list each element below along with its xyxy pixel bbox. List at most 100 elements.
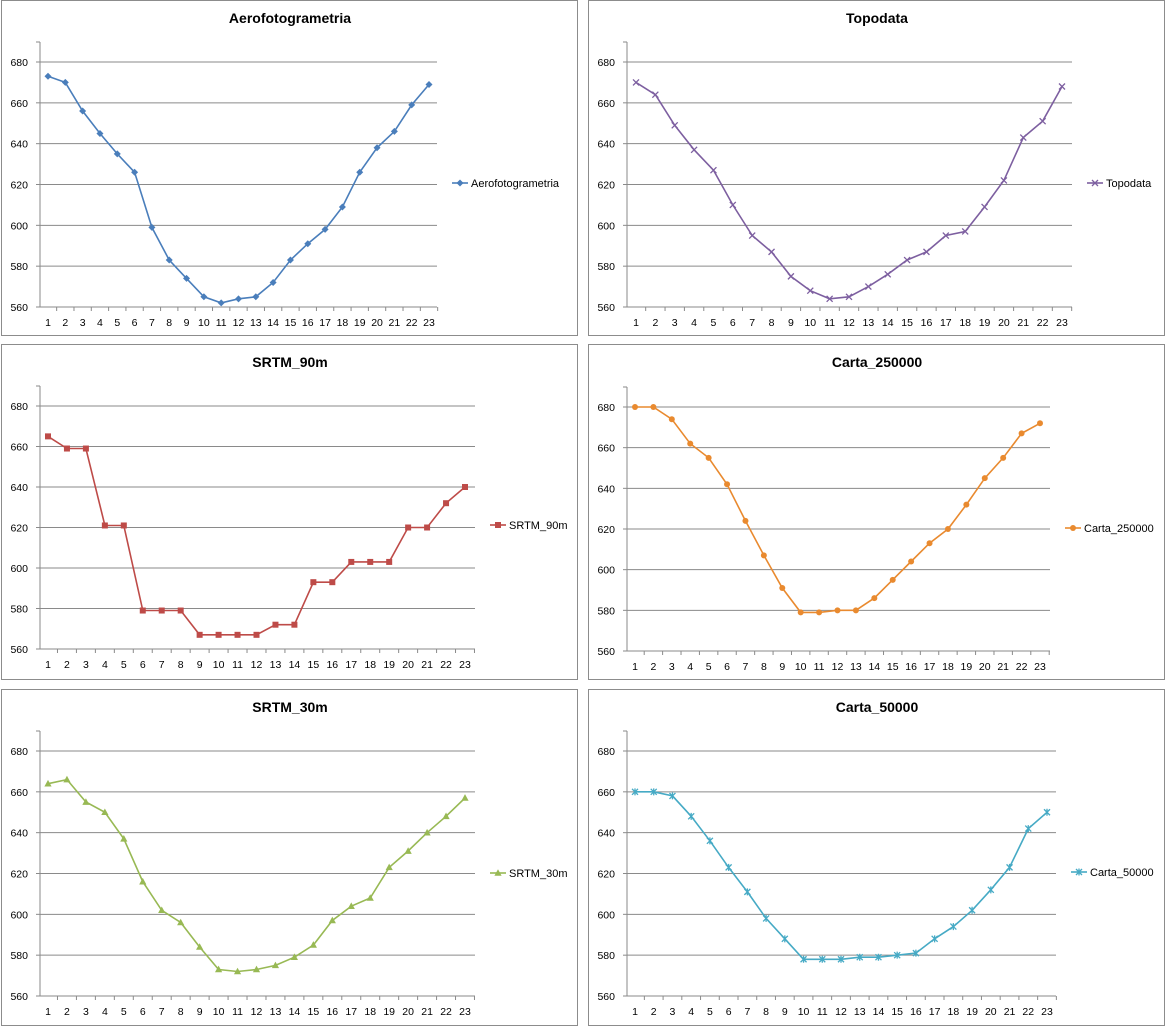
y-tick-label: 600 bbox=[597, 220, 615, 232]
x-tick-label: 21 bbox=[421, 1006, 433, 1018]
series-line bbox=[635, 791, 1048, 961]
data-point bbox=[61, 78, 69, 86]
data-point bbox=[217, 299, 225, 307]
data-point bbox=[158, 906, 166, 914]
x-tick-label: 18 bbox=[959, 317, 971, 329]
x-tick-label: 13 bbox=[270, 659, 282, 671]
x-tick-label: 7 bbox=[159, 1006, 165, 1018]
y-tick-label: 640 bbox=[10, 828, 28, 840]
data-point bbox=[390, 127, 398, 135]
data-point bbox=[1019, 134, 1027, 142]
x-tick-label: 23 bbox=[1056, 317, 1068, 329]
data-point bbox=[304, 240, 312, 248]
x-tick-label: 5 bbox=[706, 661, 712, 673]
y-tick-label: 620 bbox=[10, 523, 28, 535]
data-point bbox=[884, 270, 892, 278]
data-point bbox=[461, 794, 469, 801]
chart-panel-carta-250000: Carta_250000 560 580 600 620 640 660 680 1 2 3 4 5 6 7… bbox=[588, 344, 1165, 680]
data-point bbox=[1024, 825, 1032, 833]
data-point bbox=[800, 955, 808, 963]
data-point bbox=[196, 943, 204, 950]
data-point bbox=[944, 526, 951, 532]
x-tick-label: 11 bbox=[232, 1006, 243, 1018]
x-tick-label: 9 bbox=[197, 1006, 203, 1018]
series-line bbox=[47, 435, 466, 636]
y-tick-label: 560 bbox=[10, 644, 28, 656]
x-tick-label: 1 bbox=[45, 659, 51, 671]
y-tick-label: 620 bbox=[597, 869, 615, 881]
x-tick-label: 15 bbox=[308, 659, 320, 671]
data-point bbox=[889, 576, 896, 583]
data-point bbox=[45, 433, 51, 440]
x-tick-label: 9 bbox=[782, 1006, 788, 1018]
data-point bbox=[818, 955, 826, 963]
x-tick-label: 16 bbox=[905, 661, 917, 673]
data-point bbox=[79, 107, 87, 115]
y-tick-label: 600 bbox=[10, 909, 28, 921]
data-point bbox=[826, 295, 834, 303]
data-point bbox=[1058, 83, 1066, 90]
x-tick-label: 13 bbox=[850, 661, 862, 673]
data-point bbox=[1000, 176, 1008, 184]
x-tick-label: 5 bbox=[114, 317, 120, 329]
data-point bbox=[981, 475, 988, 482]
data-point bbox=[768, 248, 776, 256]
y-tick-label: 560 bbox=[10, 991, 28, 1003]
x-tick-label: 10 bbox=[213, 659, 225, 671]
x-tick-label: 1 bbox=[632, 661, 638, 673]
data-point bbox=[893, 951, 901, 959]
y-tick-label: 680 bbox=[597, 57, 615, 69]
y-tick-label: 580 bbox=[597, 261, 615, 273]
data-point bbox=[987, 886, 995, 894]
x-tick-label: 18 bbox=[337, 317, 349, 329]
data-point bbox=[252, 965, 261, 973]
legend-label: SRTM_30m bbox=[509, 868, 567, 880]
data-point bbox=[671, 121, 679, 129]
data-point bbox=[321, 225, 329, 233]
x-tick-label: 11 bbox=[814, 661, 825, 673]
data-point bbox=[864, 283, 872, 291]
data-point bbox=[856, 953, 864, 961]
x-tick-label: 17 bbox=[929, 1006, 941, 1018]
data-point bbox=[1018, 430, 1025, 437]
data-point bbox=[806, 287, 814, 295]
data-point bbox=[63, 775, 71, 783]
data-point bbox=[787, 272, 795, 280]
x-tick-label: 8 bbox=[166, 317, 172, 329]
y-tick-label: 680 bbox=[597, 402, 615, 414]
x-tick-label: 19 bbox=[354, 317, 366, 329]
x-tick-label: 13 bbox=[863, 317, 875, 329]
x-tick-label: 7 bbox=[743, 661, 749, 673]
data-point bbox=[101, 808, 109, 816]
data-point bbox=[366, 894, 374, 901]
x-tick-label: 18 bbox=[364, 659, 376, 671]
x-tick-label: 20 bbox=[998, 317, 1010, 329]
data-point bbox=[271, 961, 280, 969]
x-tick-label: 21 bbox=[997, 661, 1009, 673]
x-tick-label: 22 bbox=[406, 317, 418, 329]
x-tick-label: 6 bbox=[726, 1006, 732, 1018]
x-tick-label: 18 bbox=[364, 1006, 376, 1018]
x-tick-label: 5 bbox=[121, 659, 127, 671]
x-tick-label: 23 bbox=[1041, 1006, 1053, 1018]
x-tick-label: 21 bbox=[1017, 317, 1029, 329]
data-point bbox=[743, 888, 751, 896]
y-tick-label: 560 bbox=[597, 646, 615, 658]
data-point bbox=[408, 101, 416, 109]
y-tick-label: 620 bbox=[10, 869, 28, 881]
x-tick-label: 12 bbox=[843, 317, 855, 329]
x-tick-label: 4 bbox=[688, 1006, 694, 1018]
x-tick-label: 15 bbox=[308, 1006, 320, 1018]
data-point bbox=[367, 558, 374, 565]
y-tick-label: 680 bbox=[10, 57, 28, 69]
x-tick-label: 5 bbox=[121, 1006, 127, 1018]
data-point bbox=[729, 201, 737, 209]
x-tick-label: 8 bbox=[178, 659, 184, 671]
x-tick-label: 13 bbox=[854, 1006, 866, 1018]
x-tick-label: 7 bbox=[744, 1006, 750, 1018]
x-tick-label: 10 bbox=[798, 1006, 810, 1018]
data-point bbox=[981, 203, 989, 211]
x-tick-label: 2 bbox=[651, 1006, 657, 1018]
